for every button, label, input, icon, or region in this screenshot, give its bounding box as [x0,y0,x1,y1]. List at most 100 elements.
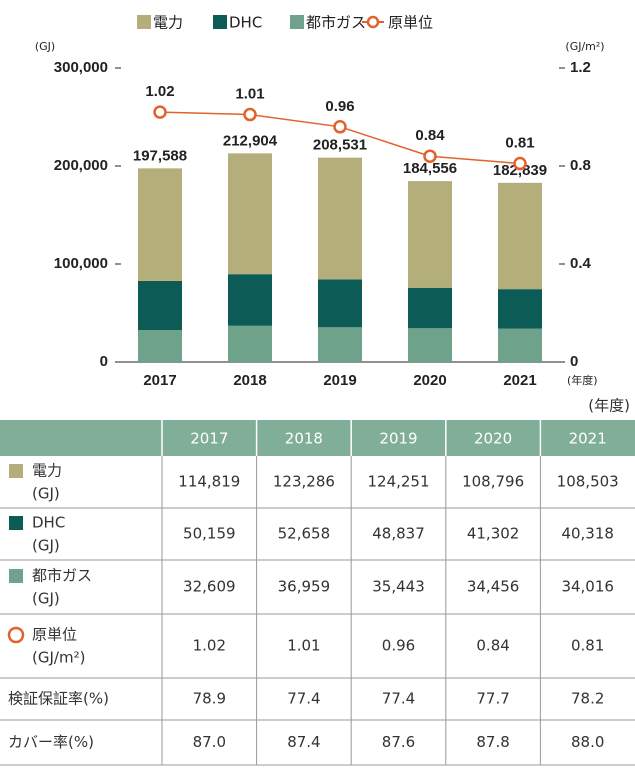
bar-segment [228,325,272,362]
legend-label: 都市ガス [306,14,366,32]
table-cell: 87.4 [287,733,320,751]
table-cell: 0.96 [382,637,415,655]
row-label: 検証保証率(%) [8,690,109,708]
table-cell: 0.81 [571,637,604,655]
y2-axis-label: (GJ/m²) [565,40,604,53]
x-tick-label: 2020 [413,372,446,389]
bar-segment [408,328,452,362]
row-unit: (GJ/m²) [32,649,85,667]
y-tick-label: 100,000 [54,255,108,272]
y2-tick-label: 1.2 [570,59,591,76]
row-unit: (GJ) [32,485,60,503]
row-label: 電力 [32,462,62,480]
table-cell: 123,286 [273,473,335,491]
y-axis-label: (GJ) [35,40,55,53]
total-label: 212,904 [223,132,278,149]
table-cell: 52,658 [278,525,331,543]
table-cell: 77.4 [287,690,320,708]
y-tick-label: 200,000 [54,157,108,174]
row-icon [9,464,23,478]
table-cell: 36,959 [278,578,331,596]
table-cell: 77.7 [476,690,509,708]
row-label: DHC [32,514,65,532]
table-header [0,420,635,456]
row-label: 原単位 [32,626,77,644]
data-label: 0.81 [505,135,534,152]
x-tick-label: 2017 [143,372,176,389]
table-cell: 78.9 [193,690,226,708]
bar-segment [408,181,452,288]
bar-segment [318,279,362,328]
table-cell: 0.84 [476,637,509,655]
total-label: 208,531 [313,137,367,154]
table-cell: 32,609 [183,578,236,596]
line-marker [333,120,347,134]
table-cell: 124,251 [367,473,429,491]
bar-segment [408,287,452,329]
table-cell: 114,819 [178,473,240,491]
legend-label: 電力 [153,14,183,32]
table-header-cell: 2017 [190,430,228,448]
data-label: 1.01 [235,86,264,103]
table-cell: 35,443 [372,578,425,596]
data-label: 0.96 [325,98,354,115]
legend-swatch [213,15,227,29]
data-label: 0.84 [415,127,445,144]
line-marker [243,107,257,122]
x-tick-label: 2021 [503,372,536,389]
table-cell: 108,796 [462,473,524,491]
table-unit: (年度) [588,397,630,415]
table-cell: 41,302 [467,525,520,543]
bar-segment [498,328,542,362]
bar-segment [138,168,182,281]
table-cell: 1.02 [193,637,226,655]
x-tick-label: 2019 [323,372,356,389]
bar-segment [228,153,272,275]
table-cell: 87.8 [476,733,509,751]
row-icon [9,516,23,530]
table-cell: 40,318 [561,525,614,543]
legend-marker [366,15,380,29]
table-cell: 34,456 [467,578,520,596]
table-header-cell: 2018 [285,430,323,448]
bar-segment [498,182,542,290]
line-marker [513,156,527,171]
table-cell: 1.01 [287,637,320,655]
bar-segment [498,289,542,329]
table-cell: 87.0 [193,733,226,751]
data-label: 1.02 [145,83,174,100]
legend-swatch [137,15,151,29]
table-cell: 78.2 [571,690,604,708]
table-cell: 88.0 [571,733,604,751]
y2-tick-label: 0.4 [570,255,592,272]
y-tick-label: 300,000 [54,59,108,76]
table-cell: 108,503 [557,473,619,491]
x-unit: (年度) [567,373,598,387]
bar-segment [318,327,362,362]
legend-label: DHC [229,14,262,32]
bar-segment [138,330,182,362]
row-unit: (GJ) [32,590,60,608]
line-marker [153,105,167,119]
bar-segment [138,280,182,331]
y2-tick-label: 0.8 [570,157,591,174]
y-tick-label: 0 [100,353,108,370]
legend-label: 原単位 [388,14,433,32]
table-header-cell: 2019 [379,430,417,448]
table-cell: 48,837 [372,525,425,543]
row-label: カバー率(%) [8,733,94,751]
legend-swatch [290,15,304,29]
total-label: 197,588 [133,147,187,164]
table-cell: 50,159 [183,525,236,543]
row-unit: (GJ) [32,537,60,555]
table-header-cell: 2020 [474,430,512,448]
bar-segment [318,157,362,280]
table-cell: 34,016 [561,578,614,596]
table-cell: 87.6 [382,733,415,751]
table-cell: 77.4 [382,690,415,708]
x-tick-label: 2018 [233,372,266,389]
row-icon [9,569,23,583]
y2-tick-label: 0 [570,353,578,370]
total-label: 184,556 [403,160,457,177]
row-label: 都市ガス [32,567,92,585]
